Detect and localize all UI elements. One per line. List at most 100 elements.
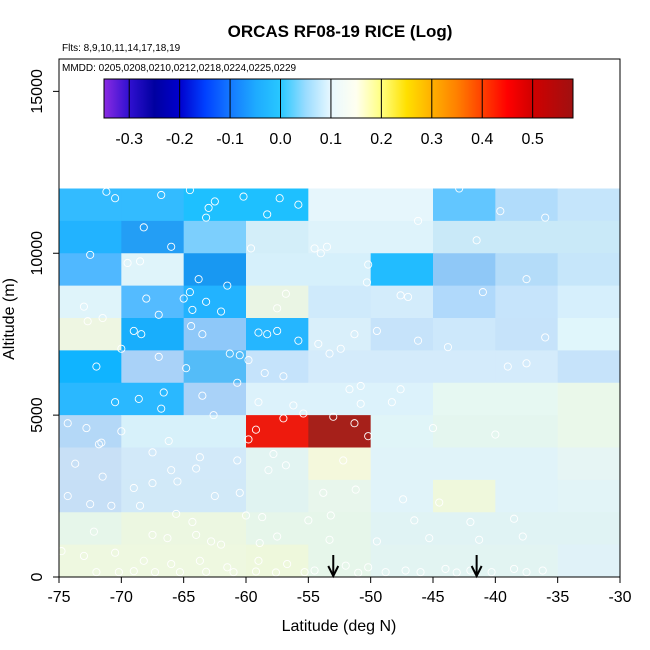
colorbar-tick-label: 0.4 [471, 131, 493, 148]
heatmap-cell [308, 188, 372, 222]
data-point [354, 568, 363, 577]
heatmap-cell [557, 447, 621, 481]
data-point [202, 213, 211, 222]
heatmap-cell [557, 415, 621, 448]
heatmap-cell [183, 253, 247, 287]
data-point [167, 466, 176, 475]
data-point [195, 453, 204, 462]
colorbar-tick-label: 0.1 [320, 131, 342, 148]
data-point [194, 275, 203, 284]
data-point [304, 516, 313, 525]
heatmap-cell [59, 512, 122, 546]
x-axis: -75 -70 -65 -60 -55 -50 -45 -40 -35 -30 [47, 577, 632, 606]
data-point [188, 305, 197, 314]
data-point [294, 336, 303, 345]
data-point [63, 492, 72, 501]
data-point [202, 297, 211, 306]
data-point [86, 250, 95, 259]
data-point [154, 352, 163, 361]
heatmap-cell [308, 253, 372, 287]
x-tick-label: -30 [608, 589, 631, 606]
data-point [281, 289, 290, 298]
data-point [188, 517, 197, 527]
data-point [210, 492, 219, 501]
heatmap-cell [370, 285, 434, 319]
data-point [273, 326, 282, 336]
heatmap-cell [370, 512, 434, 546]
heatmap-cell [246, 350, 309, 384]
data-point [102, 187, 111, 196]
x-tick-label: -40 [484, 589, 507, 606]
heatmap-cell [121, 479, 185, 513]
data-point [254, 556, 263, 565]
heatmap-cell [246, 253, 309, 287]
heatmap-cell [433, 318, 496, 351]
heatmap-cell [495, 512, 559, 546]
data-point [356, 381, 365, 391]
data-point [223, 281, 232, 290]
heatmap-cell [370, 188, 434, 222]
data-point [491, 430, 500, 439]
data-point [273, 304, 282, 313]
data-point [89, 527, 98, 536]
data-point [452, 568, 461, 577]
data-point [229, 568, 238, 577]
data-point [350, 330, 359, 339]
data-point [139, 223, 148, 232]
data-point [300, 568, 309, 577]
data-point [185, 186, 194, 195]
data-point [185, 288, 194, 297]
data-point [541, 213, 550, 222]
data-point [82, 424, 91, 433]
data-point [71, 459, 80, 468]
data-point [135, 257, 145, 266]
data-point [239, 192, 248, 201]
heatmap-cell [557, 479, 621, 513]
heatmap-cell [183, 512, 247, 546]
data-point [148, 448, 157, 457]
data-point [244, 435, 253, 444]
data-point [117, 427, 126, 436]
data-point [198, 391, 207, 400]
data-point [251, 567, 261, 576]
heatmap-cell [495, 415, 559, 448]
heatmap-cell [308, 318, 372, 351]
data-point [150, 568, 160, 577]
data-point [310, 566, 319, 575]
x-tick-label: -55 [297, 589, 320, 606]
heatmap-cell [433, 188, 496, 222]
x-tick-label: -50 [359, 589, 382, 606]
data-point [441, 564, 450, 573]
heatmap-cell [495, 318, 559, 351]
colorbar-tick-label: -0.1 [216, 131, 244, 148]
data-point [404, 292, 413, 302]
data-point [372, 537, 381, 546]
data-point [509, 514, 519, 523]
heatmap-cell [183, 220, 247, 254]
data-point [92, 568, 101, 577]
heatmap-cell [308, 479, 372, 513]
data-point [316, 249, 325, 258]
flights-note: Flts: 8,9,10,11,14,17,18,19 [62, 43, 181, 54]
heatmap-cell [370, 382, 434, 416]
heatmap-cell [370, 447, 434, 481]
data-point [233, 378, 242, 387]
heatmap-cell [495, 188, 559, 222]
heatmap-cell [433, 512, 496, 546]
heatmap-cell [246, 447, 309, 481]
y-tick-label: 5000 [29, 397, 46, 433]
y-axis: 0 5000 10000 15000 [29, 69, 59, 581]
data-point [281, 461, 290, 470]
data-point [83, 317, 92, 326]
y-tick-label: 10000 [29, 231, 46, 276]
colorbar-tick-label: 0.5 [522, 131, 544, 148]
heatmap-cell [121, 512, 185, 546]
data-point [275, 194, 284, 203]
data-point [179, 294, 188, 303]
data-point [251, 425, 261, 434]
data-point [356, 399, 365, 408]
data-point [364, 260, 373, 269]
data-point [148, 530, 157, 539]
data-point [241, 511, 251, 520]
data-point [157, 404, 166, 413]
